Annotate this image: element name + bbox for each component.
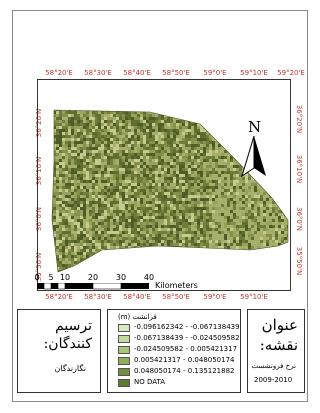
tick-label: 59°10'E [240, 69, 268, 77]
legend-label: -0.067138439 - -0.024509582 [134, 334, 240, 342]
map-sheet: 58°20'E 58°30'E 58°40'E 58°50'E 59°0'E 5… [12, 10, 308, 402]
tick-label: 58°20'E [45, 293, 73, 301]
tick-label: 36°10'N [295, 154, 303, 184]
map-title-line2: نقشه: [259, 336, 298, 354]
scale-label: 0 [34, 273, 40, 282]
legend-box: (m) فرانشت -0.096162342 - -0.067138439 -0… [107, 309, 241, 393]
map-years: 2009-2010 [254, 376, 293, 384]
cartographer-title-line1: ترسیم [55, 318, 92, 334]
cartographer-box: ترسیم کنندگان: نگارندگان [17, 309, 101, 393]
tick-label: 58°40'E [123, 293, 151, 301]
legend-swatch [118, 379, 130, 387]
tick-label: 58°20'E [45, 69, 73, 77]
legend-label: 0.005421317 - 0.048050174 [134, 356, 235, 364]
cartographer-title-line2: کنندگان: [43, 336, 92, 352]
north-label: N [248, 118, 262, 136]
subsidence-raster [51, 109, 289, 273]
map-title-line1: عنوان [261, 316, 298, 334]
cartographer-names: نگارندگان [54, 364, 87, 373]
scale-bar: 0 5 10 20 30 40 Kilometers [33, 273, 233, 293]
tick-label: 58°30'E [84, 293, 112, 301]
tick-label: 59°10'E [240, 293, 268, 301]
map-subtitle: نرخ فرونشست [251, 362, 296, 370]
legend-swatch [118, 324, 130, 332]
legend-label: 0.048050174 - 0.135121882 [134, 367, 235, 375]
scale-bar-graphic [37, 283, 149, 290]
title-box: عنوان نقشه: نرخ فرونشست 2009-2010 [247, 309, 305, 393]
legend-swatch [118, 368, 130, 376]
legend-label: NO DATA [134, 378, 166, 386]
tick-label: 58°50'E [162, 293, 190, 301]
legend-swatch [118, 346, 130, 354]
scale-label: 20 [87, 273, 99, 282]
north-arrow: N [236, 118, 276, 178]
tick-label: 59°0'E [203, 293, 227, 301]
scale-label: 40 [143, 273, 155, 282]
scale-label: 5 [48, 273, 54, 282]
legend-swatch [118, 357, 130, 365]
north-arrow-icon [241, 136, 266, 178]
scale-unit: Kilometers [155, 281, 198, 290]
tick-label: 59°20'E [277, 69, 305, 77]
legend-title: (m) فرانشت [118, 313, 157, 321]
legend-label: -0.024509582 - 0.005421317 [134, 345, 238, 353]
tick-label: 58°40'E [123, 69, 151, 77]
tick-label: 36°0'N [295, 206, 303, 232]
map-frame: N [37, 79, 291, 291]
scale-label: 30 [115, 273, 127, 282]
tick-label: 59°0'E [203, 69, 227, 77]
legend-label: -0.096162342 - -0.067138439 [134, 323, 240, 331]
scale-label: 10 [59, 273, 71, 282]
tick-label: 35°50'N [295, 246, 303, 276]
tick-label: 58°50'E [162, 69, 190, 77]
tick-label: 58°30'E [84, 69, 112, 77]
legend-swatch [118, 335, 130, 343]
tick-label: 36°20'N [295, 104, 303, 134]
